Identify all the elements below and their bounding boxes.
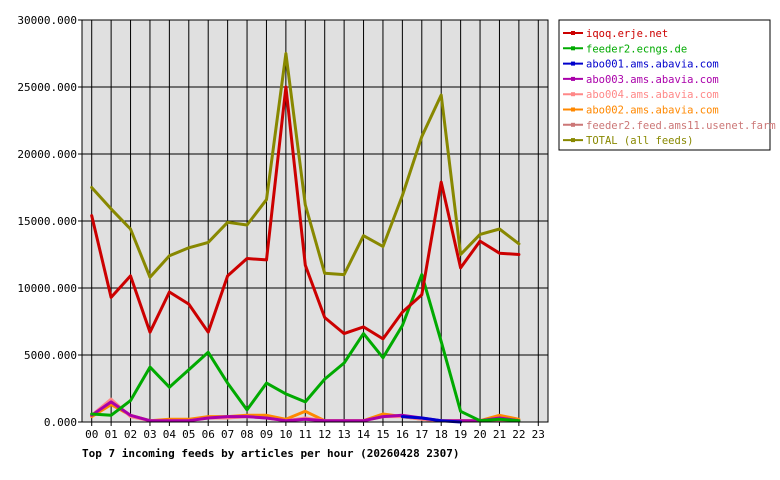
series-group (90, 52, 521, 424)
x-tick-label: 13 (338, 428, 351, 441)
x-tick-label: 21 (493, 428, 506, 441)
legend-label: iqoq.erje.net (586, 28, 668, 40)
legend-marker (571, 92, 575, 97)
series-line (90, 273, 521, 423)
y-tick-label: 20000.000 (17, 148, 77, 161)
x-tick-label: 23 (532, 428, 545, 441)
y-tick-label: 15000.000 (17, 215, 77, 228)
x-tick-label: 04 (163, 428, 177, 441)
legend-label: abo004.ams.abavia.com (586, 89, 719, 101)
legend-label: abo003.ams.abavia.com (586, 74, 719, 86)
x-tick-label: 08 (240, 428, 253, 441)
x-tick-label: 17 (415, 428, 428, 441)
x-tick-label: 18 (435, 428, 448, 441)
legend-label: feeder2.feed.ams11.usenet.farm (586, 120, 776, 132)
y-tick-label: 10000.000 (17, 282, 77, 295)
x-tick-label: 09 (260, 428, 273, 441)
legend-marker (571, 122, 575, 127)
x-tick-label: 22 (512, 428, 525, 441)
series-line (400, 415, 463, 424)
grid (82, 19, 548, 423)
y-axis: 0.000 5000.000 10000.000 15000.000 20000.000… (17, 14, 82, 429)
x-tick-label: 19 (454, 428, 467, 441)
series-line (90, 85, 521, 341)
x-tick-label: 00 (85, 428, 98, 441)
legend-marker (571, 76, 575, 81)
y-tick-label: 0.000 (44, 416, 77, 429)
x-tick-label: 01 (105, 428, 118, 441)
x-tick-label: 07 (221, 428, 234, 441)
x-tick-label: 02 (124, 428, 137, 441)
x-tick-label: 16 (396, 428, 409, 441)
x-tick-label: 03 (143, 428, 156, 441)
y-tick-label: 5000.000 (24, 349, 77, 362)
legend-marker (571, 31, 575, 35)
legend-label: abo002.ams.abavia.com (586, 105, 719, 117)
legend-marker (571, 61, 575, 66)
legend-box (558, 19, 771, 151)
x-tick-label: 12 (318, 428, 331, 441)
y-tick-label: 30000.000 (17, 14, 77, 27)
legend-marker (571, 138, 575, 143)
legend-label: feeder2.ecngs.de (586, 43, 687, 55)
x-tick-label: 05 (182, 428, 195, 441)
legend-marker (571, 107, 575, 112)
legend: iqoq.erje.net feeder2.ecngs.de abo001.ams.… (558, 19, 776, 151)
series-line (90, 52, 521, 279)
x-tick-label: 10 (279, 428, 292, 441)
x-tick-label: 15 (376, 428, 389, 441)
x-tick-label: 14 (357, 428, 371, 441)
x-tick-label: 06 (202, 428, 215, 441)
x-tick-label: 20 (473, 428, 486, 441)
x-axis: 00 01 02 03 04 05 06 07 08 09 10 11 12 13 14 15 16 17 18 19… (85, 422, 545, 441)
y-tick-label: 25000.000 (17, 81, 77, 94)
chart-caption: Top 7 incoming feeds by articles per hou… (82, 447, 460, 460)
legend-label: TOTAL (all feeds) (586, 135, 693, 147)
x-tick-label: 11 (299, 428, 312, 441)
legend-marker (571, 46, 575, 51)
legend-label: abo001.ams.abavia.com (586, 59, 719, 71)
